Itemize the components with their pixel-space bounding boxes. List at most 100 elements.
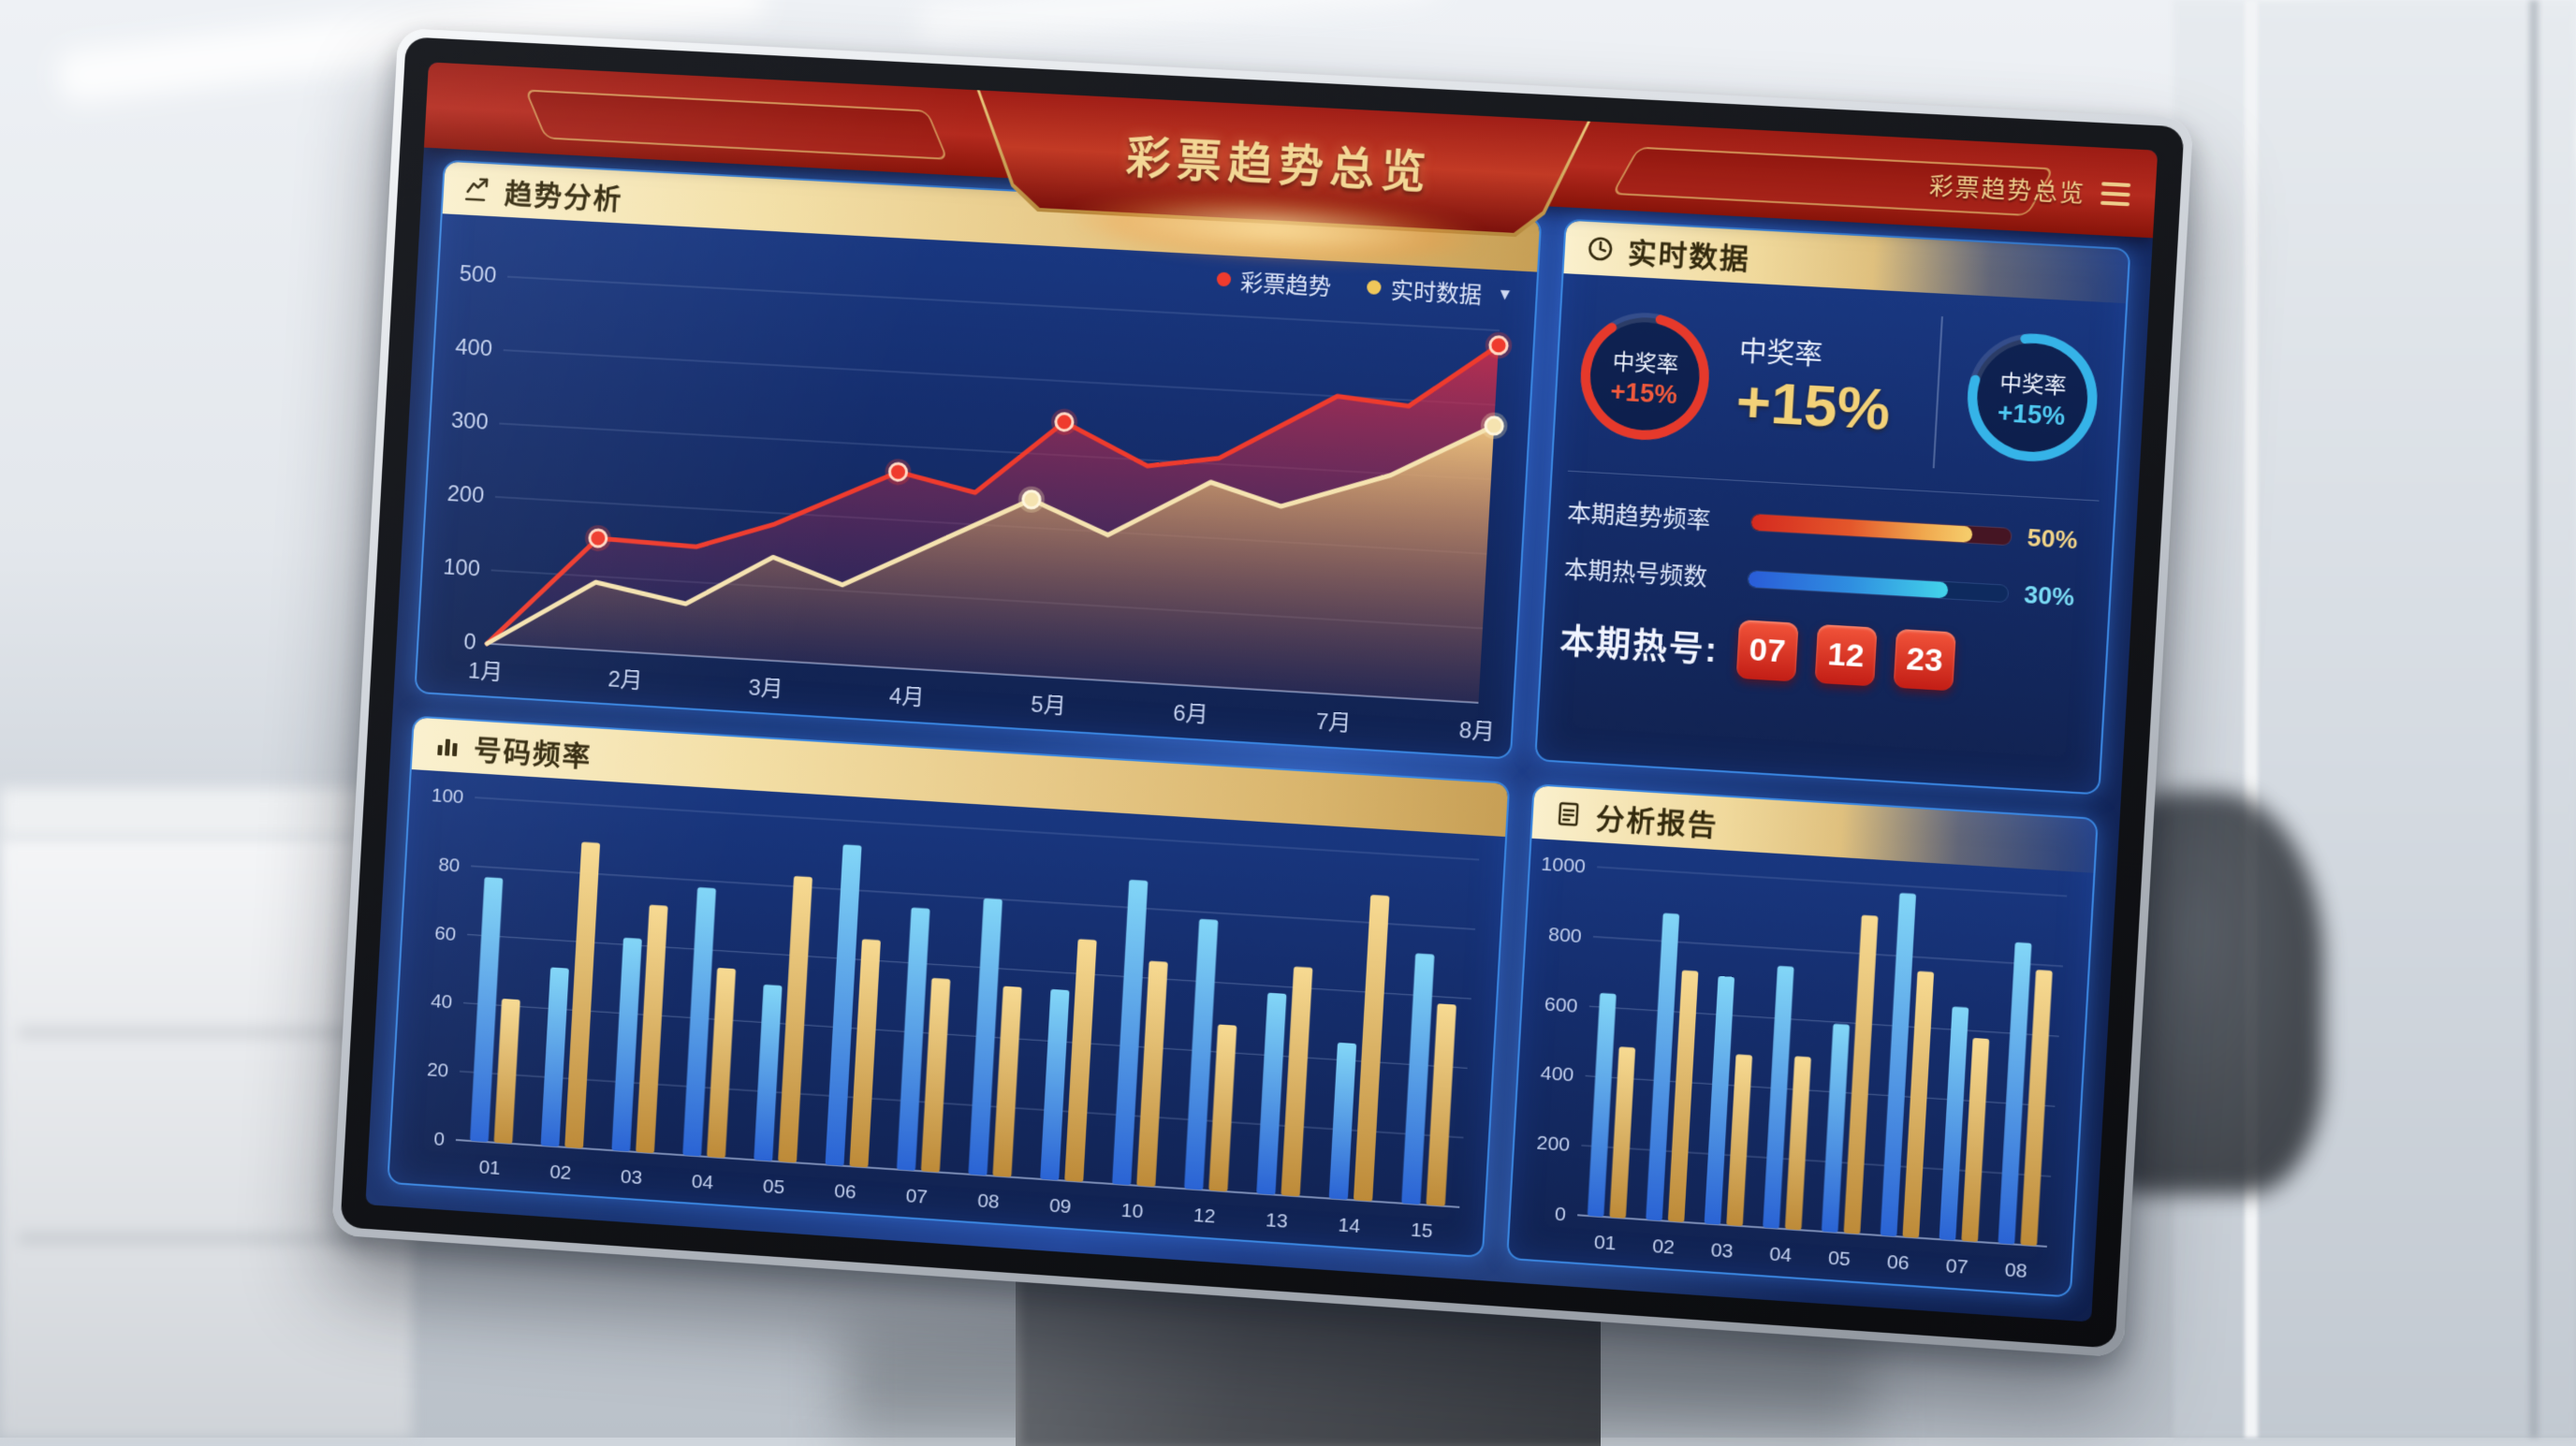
- x-tick-label: 06: [1886, 1251, 1910, 1275]
- dashboard-screen: 彩票趋势总览 彩票趋势总览: [365, 62, 2158, 1322]
- marker: [1022, 490, 1040, 508]
- progress-row-hot-number-frequency: 本期热号频数 30%: [1563, 551, 2092, 616]
- x-tick-label: 04: [1769, 1243, 1793, 1266]
- panel-realtime-data: 实时数据 中奖率 +15%: [1534, 219, 2130, 796]
- bar-金色频次-02: [564, 842, 600, 1148]
- progress-row-trend-frequency: 本期趋势频率 50%: [1567, 494, 2096, 558]
- glass-frame: [2529, 0, 2539, 1438]
- frequency-panel-title: 号码频率: [473, 726, 593, 774]
- bar-金色指标-05: [1844, 915, 1879, 1234]
- x-tick-label: 10: [1120, 1200, 1144, 1223]
- bar-金色频次-05: [778, 876, 812, 1162]
- bar-金色频次-14: [1354, 895, 1390, 1202]
- y-tick-label: 400: [1540, 1062, 1574, 1087]
- hot-numbers-label: 本期热号:: [1559, 614, 1720, 672]
- x-tick-label: 5月: [1031, 692, 1067, 719]
- x-tick-label: 05: [1827, 1247, 1851, 1270]
- clock-icon: [1586, 234, 1616, 264]
- marker: [1055, 413, 1073, 431]
- x-tick-label: 02: [1652, 1235, 1676, 1259]
- x-tick-label: 06: [834, 1180, 857, 1204]
- gauge-value: +15%: [1997, 398, 2066, 431]
- win-rate-gauge-red: 中奖率 +15%: [1570, 301, 1720, 451]
- gridline: [463, 1003, 1468, 1069]
- y-tick-label: 100: [443, 554, 481, 581]
- y-tick-label: 40: [431, 990, 453, 1013]
- legend-item-lottery-trend[interactable]: 彩票趋势: [1216, 262, 1332, 301]
- gauges-row: 中奖率 +15% 中奖率 +15%: [1554, 273, 2126, 478]
- y-tick-label: 300: [450, 408, 489, 435]
- gauge-label: 中奖率: [1612, 343, 1679, 378]
- bar-金色频次-01: [494, 999, 520, 1144]
- y-tick-label: 20: [427, 1059, 449, 1082]
- report-panel-title: 分析报告: [1595, 795, 1720, 843]
- x-tick-label: 13: [1265, 1209, 1288, 1233]
- marker: [1486, 416, 1503, 434]
- stat-value: +15%: [1734, 372, 1892, 442]
- bar-金色指标-07: [1961, 1038, 1989, 1242]
- bar-金色指标-04: [1785, 1057, 1811, 1231]
- x-tick-label: 01: [478, 1156, 501, 1178]
- x-tick-label: 8月: [1458, 718, 1495, 746]
- x-tick-label: 01: [1593, 1232, 1617, 1255]
- x-tick-label: 09: [1048, 1194, 1072, 1218]
- x-tick-label: 02: [549, 1161, 572, 1184]
- bar-金色频次-15: [1426, 1003, 1456, 1206]
- hot-number-badge: 23: [1894, 629, 1956, 692]
- trend-up-icon: [463, 175, 492, 204]
- y-tick-label: 0: [1554, 1204, 1566, 1226]
- dashboard-grid: 趋势分析 彩票趋势 实时数据 ▼: [387, 160, 2130, 1298]
- x-tick-label: 04: [691, 1171, 713, 1194]
- hot-number-badge: 07: [1736, 620, 1799, 681]
- y-tick-label: 80: [438, 854, 461, 876]
- realtime-panel-title: 实时数据: [1627, 229, 1751, 277]
- y-tick-label: 200: [446, 481, 485, 508]
- y-tick-label: 200: [1536, 1132, 1571, 1157]
- x-tick-label: 03: [1710, 1239, 1734, 1263]
- gauge-value: +15%: [1610, 377, 1678, 410]
- x-tick-label: 15: [1410, 1219, 1433, 1242]
- progress-label: 本期趋势频率: [1567, 494, 1736, 538]
- x-tick-label: 03: [620, 1166, 642, 1190]
- progress-fill: [1748, 570, 1948, 597]
- bar-蓝色频次-09: [1040, 989, 1069, 1180]
- x-tick-label: 4月: [888, 683, 925, 710]
- monitor-bezel: 彩票趋势总览 彩票趋势总览: [340, 37, 2184, 1348]
- chevron-down-icon: ▼: [1497, 285, 1514, 304]
- bar-chart-icon: [432, 731, 461, 761]
- gridline: [471, 866, 1475, 929]
- bar-金色频次-08: [992, 986, 1021, 1177]
- marker: [889, 463, 907, 481]
- x-tick-label: 14: [1338, 1214, 1361, 1237]
- y-tick-label: 0: [463, 629, 477, 655]
- x-tick-label: 7月: [1315, 709, 1352, 738]
- y-tick-label: 600: [1544, 993, 1578, 1017]
- report-document-icon: [1554, 799, 1584, 829]
- vertical-divider: [1933, 316, 1943, 468]
- glass-frame: [2245, 0, 2258, 1438]
- y-tick-label: 60: [434, 922, 457, 944]
- marker: [1489, 336, 1507, 354]
- marker: [590, 530, 607, 548]
- x-tick-label: 3月: [748, 675, 784, 702]
- progress-fill: [1751, 514, 1972, 543]
- realtime-panel-body: 中奖率 +15% 中奖率 +15%: [1536, 273, 2126, 793]
- hamburger-menu-icon[interactable]: [2100, 182, 2130, 206]
- bar-蓝色频次-05: [754, 985, 782, 1161]
- x-tick-label: 6月: [1172, 700, 1208, 727]
- progress-label: 本期热号频数: [1563, 551, 1733, 595]
- bar-金色频次-09: [1064, 939, 1097, 1182]
- kiosk-display: 彩票趋势总览 彩票趋势总览: [331, 28, 2193, 1358]
- legend-item-realtime-data[interactable]: 实时数据 ▼: [1366, 270, 1514, 312]
- bar-蓝色频次-13: [1256, 993, 1286, 1195]
- gridline: [460, 1072, 1464, 1138]
- bar-金色频次-04: [707, 968, 736, 1158]
- x-tick-label: 12: [1193, 1205, 1216, 1228]
